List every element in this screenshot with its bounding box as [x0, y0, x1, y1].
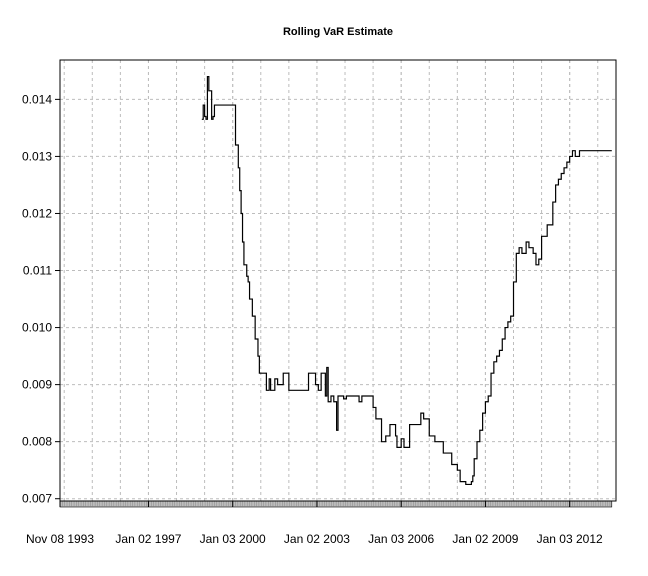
y-tick-label: 0.008: [22, 435, 52, 449]
series-layer: [201, 75, 612, 486]
series-line: [201, 75, 612, 486]
x-axis-tick-band: [59, 500, 613, 508]
x-tick-label: Jan 02 2003: [284, 532, 350, 546]
x-tick-label: Jan 03 2006: [368, 532, 434, 546]
x-axis-labels: Nov 08 1993 Jan 02 1997 Jan 03 2000 Jan 02 …: [26, 532, 603, 546]
y-tick-label: 0.007: [22, 492, 52, 506]
y-tick-label: 0.010: [22, 321, 52, 335]
chart-title: Rolling VaR Estimate: [283, 26, 393, 38]
y-axis: 0.007 0.008 0.009 0.010 0.011 0.012 0.013 0.014: [22, 60, 61, 506]
x-tick-band: [59, 500, 613, 508]
y-tick-label: 0.012: [22, 206, 52, 220]
x-tick-label: Jan 03 2000: [200, 532, 266, 546]
x-gridlines: [59, 60, 599, 501]
x-tick-label: Jan 02 2009: [452, 532, 518, 546]
y-tick-label: 0.011: [23, 264, 52, 278]
x-tick-label: Jan 03 2012: [537, 532, 603, 546]
x-tick-label: Jan 02 1997: [115, 532, 181, 546]
x-tick-label: Nov 08 1993: [26, 532, 94, 546]
y-gridlines: [60, 98, 616, 500]
plot-frame: [59, 59, 617, 502]
y-tick-label: 0.014: [22, 92, 52, 106]
y-tick-label: 0.009: [22, 378, 52, 392]
y-tick-label: 0.013: [22, 149, 52, 163]
